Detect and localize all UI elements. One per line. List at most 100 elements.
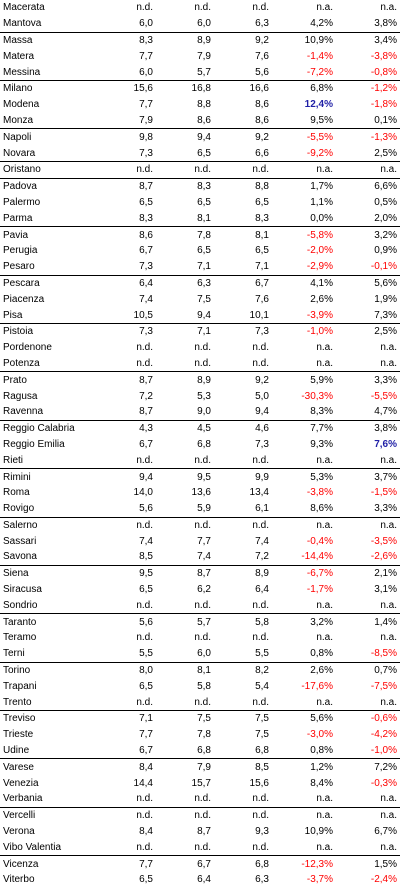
value-cell-3: 7,4	[255, 535, 269, 547]
value-cell-1: 7,7	[139, 99, 153, 111]
value-cell-2: 8,8	[197, 99, 211, 111]
city-cell: Matera	[3, 50, 35, 62]
value-cell-3: n.d.	[214, 516, 272, 534]
value-cell-1: 7,3	[92, 322, 156, 340]
change-cell-1: n.a.	[316, 632, 333, 644]
change-cell-1: n.a.	[316, 357, 333, 369]
value-cell-3: 6,3	[255, 874, 269, 886]
value-cell-3: 7,1	[255, 261, 269, 273]
value-cell-1: 8,4	[139, 826, 153, 838]
value-cell-2: n.d.	[194, 342, 211, 354]
value-cell-2: 8,1	[156, 661, 214, 679]
change-cell-1: n.a.	[316, 841, 333, 853]
value-cell-2: 6,5	[197, 245, 211, 257]
table-row: Viterbo 6,5 6,4 6,3 -3,7% -2,4%	[0, 872, 400, 888]
value-cell-3: 8,5	[214, 758, 272, 776]
table-row: Monza 7,9 8,6 8,6 9,5% 0,1%	[0, 113, 400, 129]
city-cell: Udine	[3, 745, 30, 757]
change-cell-2: 0,1%	[374, 114, 397, 126]
city-cell: Siracusa	[3, 584, 42, 596]
change-cell-1: -5,8%	[272, 226, 336, 243]
value-cell-3: 7,3	[214, 322, 272, 340]
value-cell-1: n.d.	[92, 806, 156, 824]
value-cell-3: 8,9	[214, 564, 272, 582]
change-cell-1: 10,9%	[272, 31, 336, 49]
city-cell: Novara	[3, 147, 36, 159]
value-cell-3: n.d.	[252, 696, 269, 708]
table-row: Parma 8,3 8,1 8,3 0,0% 2,0%	[0, 210, 400, 226]
value-cell-3: 10,1	[249, 309, 269, 321]
value-cell-2: 5,7	[197, 66, 211, 78]
table-row: Rieti n.d. n.d. n.d. n.a. n.a.	[0, 452, 400, 468]
value-cell-2: 9,5	[156, 468, 214, 485]
table-row: Sassari 7,4 7,7 7,4 -0,4% -3,5%	[0, 533, 400, 549]
change-cell-2: -3,5%	[370, 535, 397, 547]
change-cell-2: -0,8%	[370, 66, 397, 78]
value-cell-1: 10,5	[133, 309, 153, 321]
city-cell: Pescara	[0, 274, 92, 292]
change-cell-1: 0,8%	[310, 745, 333, 757]
value-cell-2: 7,1	[156, 322, 214, 340]
change-cell-1: n.a.	[316, 599, 333, 611]
table-row: Roma 14,0 13,6 13,4 -3,8% -1,5%	[0, 485, 400, 501]
value-cell-1: 7,4	[139, 293, 153, 305]
change-cell-2: -1,0%	[370, 745, 397, 757]
table-row: Napoli 9,8 9,4 9,2 -5,5% -1,3%	[0, 128, 400, 146]
table-row: Trapani 6,5 5,8 5,4 -17,6% -7,5%	[0, 678, 400, 694]
value-cell-2: 4,5	[156, 419, 214, 437]
table-row: Rovigo 5,6 5,9 6,1 8,6% 3,3%	[0, 501, 400, 517]
change-cell-2: 5,6%	[336, 274, 400, 292]
value-cell-3: 7,2	[255, 551, 269, 563]
value-cell-3: 6,4	[255, 584, 269, 596]
value-cell-2: n.d.	[194, 696, 211, 708]
change-cell-1: 4,1%	[272, 274, 336, 292]
change-cell-2: -2,6%	[370, 551, 397, 563]
value-cell-2: 7,4	[197, 551, 211, 563]
value-cell-1: 6,7	[139, 745, 153, 757]
value-cell-2: n.d.	[194, 454, 211, 466]
table-row: Ragusa 7,2 5,3 5,0 -30,3% -5,5%	[0, 388, 400, 404]
change-cell-1: -12,3%	[272, 855, 336, 873]
change-cell-2: 3,2%	[336, 226, 400, 243]
value-cell-1: 14,0	[133, 487, 153, 499]
value-cell-3: 7,5	[255, 729, 269, 741]
value-cell-3: 8,3	[255, 212, 269, 224]
city-cell: Padova	[0, 177, 92, 195]
change-cell-2: -0,3%	[370, 777, 397, 789]
value-cell-1: 8,5	[139, 551, 153, 563]
table-row: Terni 5,5 6,0 5,5 0,8% -8,5%	[0, 646, 400, 662]
value-cell-3: 7,6	[255, 293, 269, 305]
value-cell-1: 7,2	[139, 390, 153, 402]
change-cell-2: n.a.	[380, 2, 397, 14]
city-cell: Siena	[0, 564, 92, 582]
value-cell-2: 8,6	[197, 114, 211, 126]
change-cell-2: 6,7%	[374, 826, 397, 838]
change-cell-2: 2,5%	[374, 147, 397, 159]
table-row: Treviso 7,1 7,5 7,5 5,6% -0,6%	[0, 710, 400, 727]
value-cell-3: 15,6	[249, 777, 269, 789]
table-row: Piacenza 7,4 7,5 7,6 2,6% 1,9%	[0, 291, 400, 307]
city-cell: Rieti	[3, 454, 24, 466]
value-cell-1: 8,7	[92, 177, 156, 195]
value-cell-3: 9,4	[255, 406, 269, 418]
value-cell-3: n.d.	[252, 632, 269, 644]
change-cell-2: 7,6%	[374, 438, 397, 450]
value-cell-3: 8,2	[214, 661, 272, 679]
value-cell-1: 6,0	[139, 66, 153, 78]
change-cell-1: -30,3%	[301, 390, 333, 402]
value-cell-1: 9,4	[92, 468, 156, 485]
change-cell-2: 3,8%	[374, 18, 397, 30]
change-cell-2: n.a.	[380, 696, 397, 708]
value-cell-1: n.d.	[136, 632, 153, 644]
change-cell-1: -9,2%	[306, 147, 333, 159]
change-cell-1: 1,2%	[272, 758, 336, 776]
value-cell-3: 6,1	[255, 503, 269, 515]
value-cell-3: 7,6	[255, 50, 269, 62]
value-cell-1: 7,3	[139, 147, 153, 159]
city-cell: Mantova	[3, 18, 42, 30]
table-row: Pescara 6,4 6,3 6,7 4,1% 5,6%	[0, 274, 400, 292]
city-cell: Rovigo	[3, 503, 35, 515]
value-cell-2: n.d.	[194, 793, 211, 805]
value-cell-3: 5,5	[255, 648, 269, 660]
